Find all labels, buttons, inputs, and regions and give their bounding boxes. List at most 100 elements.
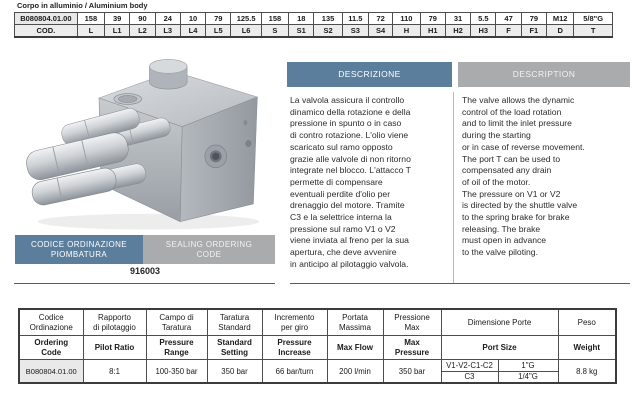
dim-label: S1 <box>288 24 315 38</box>
description-header-it: DESCRIZIONE <box>287 62 452 87</box>
spec-header-row-it: Codice Ordinazione Rapporto di pilotaggi… <box>18 308 617 336</box>
spec-data-row: B080804.01.00 8:1 100-350 bar 350 bar 66… <box>18 359 617 384</box>
dim-value: 79 <box>520 12 548 25</box>
port-size-row: 1/4"G <box>518 371 538 381</box>
dim-value: 72 <box>367 12 394 25</box>
spec-max-flow: 200 l/min <box>326 359 384 384</box>
dim-value: 47 <box>495 12 522 25</box>
spec-header-it: Dimensione Porte <box>440 308 559 336</box>
spec-ordering-code: B080804.01.00 <box>18 359 84 384</box>
spec-header-en: Max Flow <box>326 335 384 360</box>
dim-label: L <box>76 24 106 38</box>
spec-header-en: Standard Setting <box>206 335 263 360</box>
dim-label: L4 <box>179 24 207 38</box>
dim-label: S4 <box>367 24 394 38</box>
shadow <box>37 213 260 230</box>
description-headers: DESCRIZIONE DESCRIPTION <box>287 62 630 87</box>
dim-value: 10 <box>179 12 207 25</box>
port-label-row: V1-V2-C1-C2 <box>442 361 497 372</box>
left-divider-line <box>14 283 275 284</box>
dim-value: 5/8"G <box>573 12 613 25</box>
dim-label: H3 <box>470 24 497 38</box>
dim-label: S <box>260 24 290 38</box>
dim-label: H1 <box>419 24 446 38</box>
spec-pilot-ratio: 8:1 <box>82 359 147 384</box>
dim-label: L5 <box>205 24 232 38</box>
dim-label: F1 <box>520 24 548 38</box>
dim-label: L1 <box>104 24 131 38</box>
description-column-divider <box>453 92 454 283</box>
spec-header-en: Pilot Ratio <box>82 335 147 360</box>
description-text-it: La valvola assicura il controllo dinamic… <box>290 95 411 269</box>
sealing-code-value: 916003 <box>129 266 161 276</box>
specification-table: Codice Ordinazione Rapporto di pilotaggi… <box>18 308 617 384</box>
dim-label: L3 <box>154 24 181 38</box>
dim-label: F <box>495 24 522 38</box>
spec-header-en: Port Size <box>440 335 559 360</box>
spec-header-it: Portata Massima <box>326 308 384 336</box>
dim-value: 110 <box>392 12 421 25</box>
spec-pressure-increase: 66 bar/turn <box>261 359 328 384</box>
spec-header-it: Taratura Standard <box>206 308 263 336</box>
spec-header-en: Pressure Increase <box>261 335 328 360</box>
cod-label-cell: COD. <box>14 24 78 38</box>
dim-value: 11.5 <box>341 12 370 25</box>
dim-label: T <box>573 24 613 38</box>
dim-label: S3 <box>341 24 370 38</box>
dim-value: 125.5 <box>230 12 262 25</box>
sealing-code-headers: CODICE ORDINAZIONE PIOMBATURA SEALING OR… <box>15 235 275 264</box>
spec-weight: 8.8 kg <box>557 359 617 384</box>
dim-label: D <box>545 24 575 38</box>
dim-label: H <box>392 24 421 38</box>
description-header-en: DESCRIPTION <box>458 62 630 87</box>
cartridge-valves-icon <box>26 108 171 206</box>
spec-header-it: Incremento per giro <box>261 308 328 336</box>
spec-header-it: Campo di Taratura <box>145 308 208 336</box>
spec-header-it: Codice Ordinazione <box>18 308 84 336</box>
dim-value: 79 <box>419 12 446 25</box>
dim-value: 135 <box>313 12 343 25</box>
hex-plug-icon <box>204 144 227 169</box>
ordering-code-cell: B080804.01.00 <box>14 12 78 25</box>
dim-value: 79 <box>205 12 232 25</box>
description-text-en: The valve allows the dynamic control of … <box>462 95 585 258</box>
spec-standard-setting: 350 bar <box>206 359 263 384</box>
sealing-code-header-it: CODICE ORDINAZIONE PIOMBATURA <box>15 235 143 264</box>
dim-value: 18 <box>288 12 315 25</box>
dim-value: 158 <box>260 12 290 25</box>
dim-value: 31 <box>444 12 472 25</box>
spec-port-sizes: 1"G 1/4"G <box>497 359 559 384</box>
spec-header-en: Ordering Code <box>18 335 84 360</box>
top-cap-icon <box>149 59 188 90</box>
dimensions-table: B080804.01.00 158 39 90 24 10 79 125.5 1… <box>14 12 613 38</box>
dim-value: 24 <box>154 12 181 25</box>
spec-header-en: Weight <box>557 335 617 360</box>
spec-pressure-range: 100-350 bar <box>145 359 208 384</box>
spec-port-labels: V1-V2-C1-C2 C3 <box>440 359 499 384</box>
spec-header-row-en: Ordering Code Pilot Ratio Pressure Range… <box>18 335 617 360</box>
dim-value: 158 <box>76 12 106 25</box>
right-divider-line <box>290 283 630 284</box>
dim-value: 39 <box>104 12 131 25</box>
sealing-code-header-en: SEALING ORDERING CODE <box>143 235 275 264</box>
spec-header-it: Peso <box>557 308 617 336</box>
port-label-row: C3 <box>464 371 475 381</box>
spec-header-it: Pressione Max <box>382 308 442 336</box>
port-size-row: 1"G <box>499 361 557 372</box>
dim-value: 5.5 <box>470 12 497 25</box>
dim-label: H2 <box>444 24 472 38</box>
spec-header-en: Max Pressure <box>382 335 442 360</box>
spec-header-en: Pressure Range <box>145 335 208 360</box>
page-title: Corpo in alluminio / Aluminium body <box>17 1 148 10</box>
dimensions-labels-row: COD. L L1 L2 L3 L4 L5 L6 S S1 S2 S3 S4 H… <box>14 24 613 38</box>
spec-header-it: Rapporto di pilotaggio <box>82 308 147 336</box>
dim-value: 90 <box>129 12 156 25</box>
top-port-icon <box>113 93 142 105</box>
small-hole-icon <box>243 119 248 126</box>
spec-max-pressure: 350 bar <box>382 359 442 384</box>
valve-product-image <box>26 59 260 230</box>
dim-label: S2 <box>313 24 343 38</box>
dim-label: L6 <box>230 24 262 38</box>
dimensions-values-row: B080804.01.00 158 39 90 24 10 79 125.5 1… <box>14 12 613 25</box>
